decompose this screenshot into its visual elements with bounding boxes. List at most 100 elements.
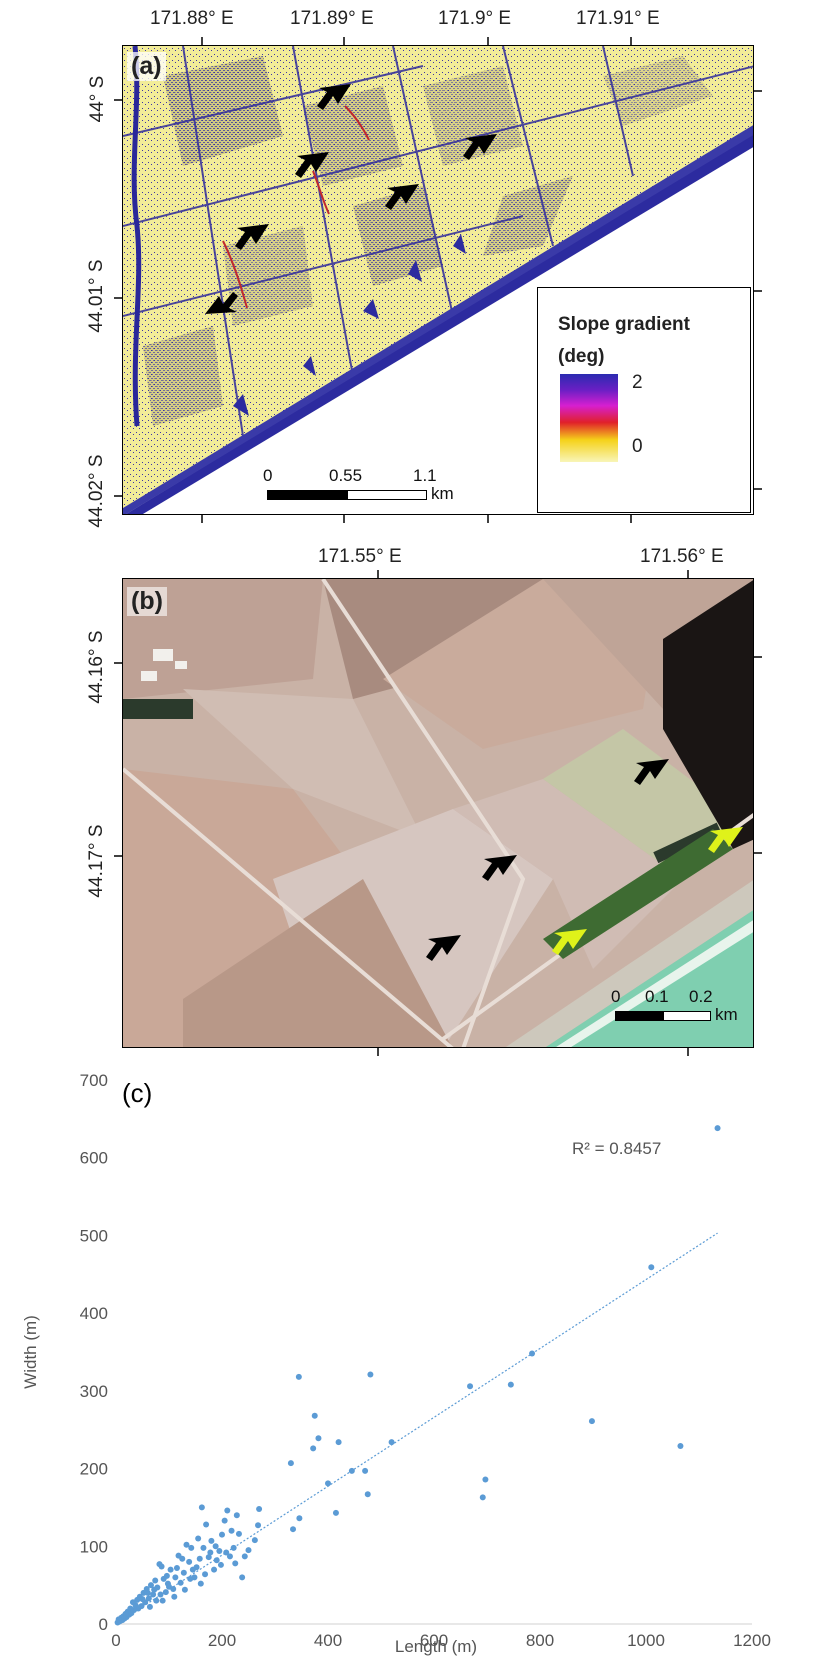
data-point [177, 1579, 184, 1586]
scale-bar-label: 0 [263, 466, 273, 485]
scale-bar-unit: km [715, 1005, 738, 1024]
lon-tick-label: 171.56° E [640, 546, 724, 567]
data-point [226, 1553, 233, 1560]
scale-bar-label: 0 [611, 987, 621, 1006]
data-point [714, 1125, 721, 1132]
x-tick-label: 1000 [627, 1631, 665, 1650]
data-point [145, 1595, 152, 1602]
data-point [223, 1549, 230, 1556]
trendline [115, 1232, 718, 1625]
data-point [205, 1554, 212, 1561]
data-point [467, 1383, 474, 1390]
data-point [221, 1517, 228, 1524]
data-point [295, 1373, 302, 1380]
x-tick-label: 600 [420, 1631, 448, 1650]
y-tick-label: 100 [80, 1537, 108, 1556]
lon-tick-label: 171.91° E [576, 8, 660, 29]
panel-b-ticks [114, 570, 762, 1056]
data-point [153, 1597, 160, 1604]
data-point [183, 1541, 190, 1548]
data-point [203, 1521, 210, 1528]
data-point [241, 1553, 248, 1560]
data-point [152, 1577, 159, 1584]
data-point [159, 1597, 166, 1604]
x-tick-label: 800 [526, 1631, 554, 1650]
data-point [163, 1572, 170, 1579]
data-point [482, 1476, 489, 1483]
aerial-photo-svg [123, 579, 753, 1047]
data-point [216, 1547, 223, 1554]
y-tick-label: 200 [80, 1460, 108, 1479]
lon-tick-label: 171.55° E [318, 546, 402, 567]
data-point [196, 1555, 203, 1562]
data-point [114, 1619, 121, 1626]
data-point [290, 1526, 297, 1533]
data-point [146, 1603, 153, 1610]
data-point [296, 1515, 303, 1522]
legend-max: 2 [632, 372, 643, 393]
y-tick-label: 400 [80, 1304, 108, 1323]
data-point [212, 1543, 219, 1550]
data-point [150, 1591, 157, 1598]
scatter-chart: 0 200 400 600 800 1000 1200 0 100 200 300 400 500 600… [21, 1071, 771, 1656]
data-point [144, 1589, 151, 1596]
data-point [179, 1555, 186, 1562]
data-point [219, 1531, 225, 1538]
data-point [224, 1507, 231, 1514]
scale-bar: 0 0.1 0.2 km [611, 987, 753, 1027]
data-point [189, 1566, 196, 1573]
data-point [211, 1566, 218, 1573]
y-tick-label: 700 [80, 1071, 108, 1090]
data-point [388, 1439, 395, 1446]
x-tick-label: 200 [208, 1631, 236, 1650]
scale-bar-label: 0.1 [645, 987, 669, 1006]
legend-min: 0 [632, 436, 643, 457]
data-point [479, 1494, 486, 1501]
data-point [140, 1589, 147, 1596]
data-point [195, 1535, 202, 1542]
data-point [287, 1460, 294, 1467]
data-point [245, 1547, 252, 1554]
data-point [139, 1596, 146, 1603]
scale-bar-label: 1.1 [413, 466, 437, 485]
data-point [507, 1381, 514, 1388]
x-axis-label: Length (m) [395, 1637, 477, 1656]
data-point [200, 1544, 207, 1551]
panel-tag: (a) [127, 52, 166, 81]
lon-tick-label: 171.88° E [150, 8, 234, 29]
data-point [208, 1537, 215, 1544]
data-point [239, 1574, 246, 1581]
data-point [207, 1549, 214, 1556]
data-point [251, 1537, 258, 1544]
data-point [147, 1582, 154, 1589]
legend-unit: (deg) [558, 346, 605, 367]
data-point [162, 1589, 169, 1596]
data-point [173, 1565, 180, 1572]
y-tick-label: 0 [99, 1615, 108, 1634]
panel-tag: (c) [122, 1078, 152, 1108]
y-tick-label: 500 [80, 1226, 108, 1245]
data-point [197, 1580, 204, 1587]
data-point [677, 1443, 684, 1450]
x-tick-label: 400 [314, 1631, 342, 1650]
data-point [310, 1445, 317, 1452]
data-point [256, 1505, 263, 1512]
data-point [335, 1439, 342, 1446]
data-point [648, 1264, 655, 1271]
aerial-photo: (b) 0 0.1 0.2 km [122, 578, 754, 1048]
data-point [233, 1512, 240, 1519]
data-point [364, 1491, 371, 1498]
scale-bar: 0 0.55 1.1 km [263, 466, 487, 506]
data-point [202, 1571, 209, 1578]
data-point [186, 1558, 193, 1565]
scale-bar-label: 0.55 [329, 466, 363, 485]
y-tick-label: 600 [80, 1149, 108, 1168]
y-axis-label: Width (m) [21, 1315, 40, 1389]
data-point [315, 1435, 322, 1442]
data-point [217, 1561, 224, 1568]
data-point [171, 1593, 178, 1600]
lon-tick-label: 171.89° E [290, 8, 374, 29]
data-point [151, 1586, 158, 1593]
data-point [167, 1566, 174, 1573]
data-point [198, 1504, 205, 1511]
